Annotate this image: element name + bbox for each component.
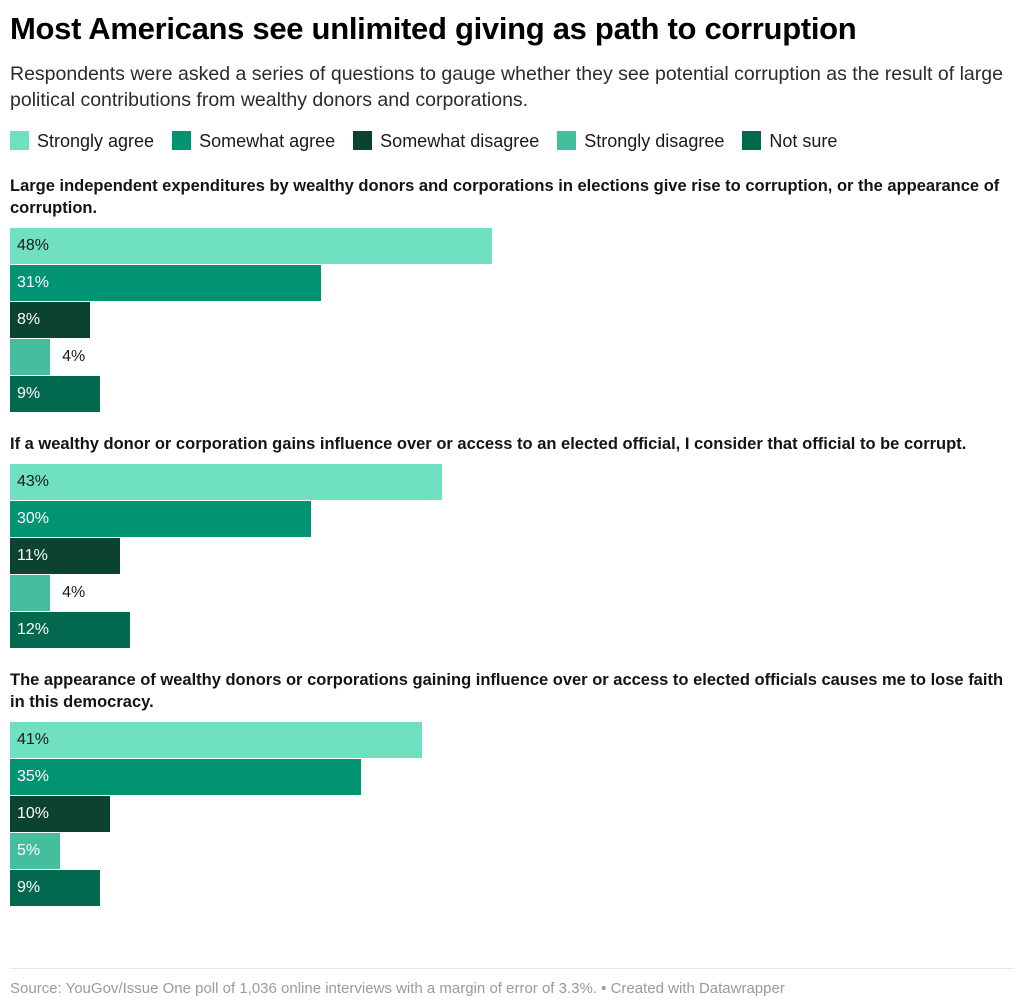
bar-row[interactable]: 10% <box>10 796 1014 833</box>
bar-value-label: 9% <box>17 385 41 403</box>
bar-row[interactable]: 41% <box>10 722 1014 759</box>
question-block: If a wealthy donor or corporation gains … <box>10 434 1014 649</box>
bar-value-label: 35% <box>17 768 50 786</box>
legend: Strongly agree Somewhat agree Somewhat dis… <box>10 130 1014 151</box>
legend-swatch-icon <box>353 131 373 151</box>
question-text: The appearance of wealthy donors or corp… <box>10 671 1004 712</box>
question-text: If a wealthy donor or corporation gains … <box>10 435 967 454</box>
legend-swatch-icon <box>10 131 29 151</box>
page-title: Most Americans see unlimited giving as p… <box>10 11 857 46</box>
bar-row[interactable]: 8% <box>10 302 1014 339</box>
bar-row[interactable]: 35% <box>10 759 1014 796</box>
bar[interactable]: 11% <box>10 538 121 575</box>
bar-row[interactable]: 5% <box>10 833 1014 870</box>
bar[interactable]: 12% <box>10 612 131 649</box>
bar-value-label: 30% <box>17 510 50 528</box>
legend-swatch-icon <box>557 131 577 151</box>
bar[interactable]: 10% <box>10 796 111 833</box>
legend-item[interactable]: Somewhat disagree <box>353 130 540 151</box>
bar-value-label: 31% <box>17 274 50 292</box>
bar-row[interactable]: 48% <box>10 228 1014 265</box>
legend-item[interactable]: Strongly disagree <box>557 130 725 151</box>
bar[interactable]: 48% <box>10 228 492 265</box>
bar[interactable]: 30% <box>10 501 312 538</box>
question-block: The appearance of wealthy donors or corp… <box>10 670 1014 907</box>
bar-row[interactable]: 9% <box>10 870 1014 907</box>
bar-value-label: 12% <box>17 621 50 639</box>
bar-value-label: 5% <box>17 842 41 860</box>
bar-row[interactable]: 4% <box>10 575 1014 612</box>
bar-value-label: 9% <box>17 879 41 897</box>
bar-row[interactable]: 30% <box>10 501 1014 538</box>
bar-value-label: 10% <box>17 805 50 823</box>
question-block: Large independent expenditures by wealth… <box>10 176 1014 413</box>
legend-item[interactable]: Strongly agree <box>10 130 155 151</box>
question-text: Large independent expenditures by wealth… <box>10 177 1000 218</box>
bar[interactable]: 8% <box>10 302 91 339</box>
bar-row[interactable]: 31% <box>10 265 1014 302</box>
bar[interactable]: 31% <box>10 265 322 302</box>
bar-value-label: 4% <box>62 584 86 602</box>
legend-item[interactable]: Not sure <box>742 130 838 151</box>
bar[interactable]: 5% <box>10 833 61 870</box>
bar-row[interactable]: 11% <box>10 538 1014 575</box>
chart-subtitle: Respondents were asked a series of quest… <box>10 62 1003 112</box>
legend-item-label: Somewhat disagree <box>380 130 540 151</box>
legend-item[interactable]: Somewhat agree <box>172 130 336 151</box>
bar[interactable]: 43% <box>10 464 442 501</box>
bar-group: 43% 30% 11% 4% 12% <box>10 464 1014 649</box>
bar-value-label: 8% <box>17 311 41 329</box>
legend-swatch-icon <box>742 131 762 151</box>
question-sections: Large independent expenditures by wealth… <box>10 176 1014 907</box>
bar[interactable]: 41% <box>10 722 422 759</box>
legend-swatch-icon <box>172 131 192 151</box>
bar-row[interactable]: 4% <box>10 339 1014 376</box>
bar-value-label: 4% <box>62 348 86 366</box>
bar-row[interactable]: 9% <box>10 376 1014 413</box>
bar[interactable]: 9% <box>10 376 101 413</box>
bar[interactable] <box>10 339 51 376</box>
legend-item-label: Strongly disagree <box>584 130 725 151</box>
legend-item-label: Strongly agree <box>37 130 155 151</box>
legend-item-label: Somewhat agree <box>199 130 336 151</box>
chart-footer: Source: YouGov/Issue One poll of 1,036 o… <box>10 968 1014 997</box>
bar-value-label: 11% <box>17 547 48 565</box>
legend-item-label: Not sure <box>769 130 838 151</box>
bar[interactable] <box>10 575 51 612</box>
bar-value-label: 48% <box>17 237 50 255</box>
bar-group: 41% 35% 10% 5% 9% <box>10 722 1014 907</box>
bar-row[interactable]: 12% <box>10 612 1014 649</box>
bar-group: 48% 31% 8% 4% 9% <box>10 228 1014 413</box>
bar-value-label: 41% <box>17 731 50 749</box>
bar[interactable]: 9% <box>10 870 101 907</box>
bar-row[interactable]: 43% <box>10 464 1014 501</box>
bar[interactable]: 35% <box>10 759 362 796</box>
bar-value-label: 43% <box>17 473 50 491</box>
